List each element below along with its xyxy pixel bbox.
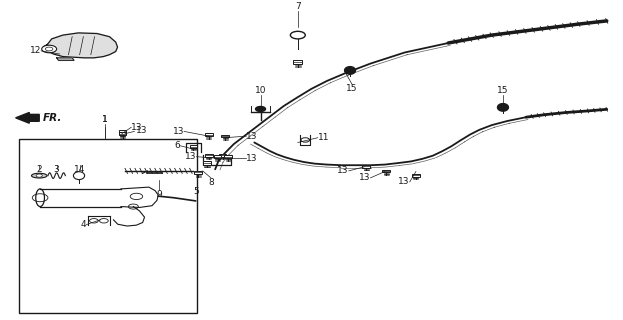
Text: 15: 15	[346, 84, 358, 93]
Text: 13: 13	[246, 154, 258, 163]
Text: 1: 1	[102, 115, 108, 124]
Text: 13: 13	[131, 123, 143, 132]
Bar	[205, 133, 212, 136]
Text: 7: 7	[295, 3, 301, 12]
Text: 14: 14	[74, 164, 85, 173]
Bar	[214, 156, 221, 158]
Text: 1: 1	[102, 115, 108, 124]
Text: 4: 4	[81, 220, 87, 229]
Text: 10: 10	[255, 86, 266, 95]
Polygon shape	[498, 104, 508, 111]
Bar	[203, 162, 211, 164]
Text: 13: 13	[173, 127, 184, 136]
Circle shape	[42, 45, 57, 53]
Polygon shape	[345, 67, 356, 74]
Text: 13: 13	[398, 178, 410, 187]
Text: 13: 13	[185, 152, 196, 161]
FancyArrow shape	[16, 112, 39, 123]
Text: 11: 11	[318, 133, 329, 142]
Bar	[293, 60, 302, 64]
Bar	[383, 170, 390, 172]
Polygon shape	[57, 58, 74, 60]
Bar	[19, 139, 196, 313]
Text: 13: 13	[337, 166, 349, 175]
Text: 12: 12	[30, 46, 41, 55]
Bar	[219, 154, 226, 157]
Circle shape	[36, 174, 42, 177]
Text: 13: 13	[359, 173, 371, 182]
Text: 2: 2	[36, 164, 42, 173]
Circle shape	[255, 107, 265, 112]
Text: 3: 3	[54, 164, 60, 173]
Bar	[412, 174, 420, 177]
Text: 8: 8	[208, 178, 214, 187]
Bar	[194, 171, 202, 174]
Text: FR.: FR.	[43, 113, 62, 123]
Text: 13: 13	[136, 126, 148, 135]
Polygon shape	[44, 33, 118, 58]
Bar	[119, 132, 126, 135]
Text: 15: 15	[497, 86, 509, 95]
Bar	[221, 135, 229, 137]
Text: 6: 6	[174, 141, 179, 150]
Text: 13: 13	[246, 132, 258, 141]
Bar	[224, 156, 232, 158]
Bar	[190, 145, 197, 148]
Bar	[205, 154, 212, 157]
Text: 5: 5	[194, 187, 199, 196]
Bar	[119, 130, 126, 133]
Text: 9: 9	[156, 190, 162, 199]
Ellipse shape	[32, 173, 47, 178]
Bar	[363, 165, 370, 168]
